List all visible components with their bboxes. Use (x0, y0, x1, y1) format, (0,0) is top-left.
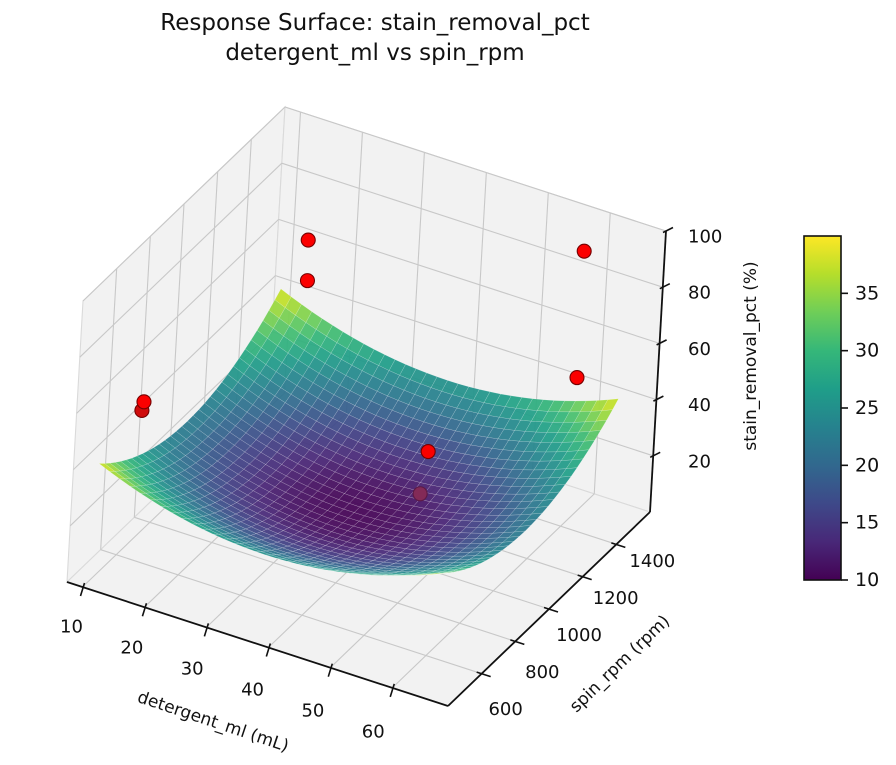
scatter-point (420, 443, 436, 460)
surface-quad (507, 530, 526, 538)
y-tick-mark (543, 606, 559, 613)
surface-quad (452, 567, 470, 572)
grid-line (284, 106, 667, 232)
surface-quad (442, 570, 459, 574)
y-tick-label: 1000 (556, 625, 602, 646)
scatter-point (136, 394, 152, 410)
y-tick-label: 1400 (629, 551, 675, 572)
surface-quad (447, 569, 464, 573)
z-tick-mark (659, 282, 671, 290)
x-tick-mark (389, 683, 396, 698)
surface-quad (530, 506, 549, 515)
z-tick-label: 60 (688, 339, 711, 360)
x-tick-mark (327, 663, 334, 677)
z-tick-mark (653, 395, 664, 402)
scatter-point (569, 370, 585, 386)
colorbar-tick-label: 25 (855, 397, 879, 419)
z-axis-label: stain_removal_pct (%) (741, 261, 761, 450)
grid-line (66, 581, 449, 707)
surface-quad (480, 553, 498, 559)
grid-line (73, 275, 276, 470)
surface-quad (525, 512, 543, 521)
scatter-point (300, 232, 316, 248)
plot-title: Response Surface: stain_removal_pct dete… (0, 8, 750, 68)
surface-quad (474, 557, 492, 562)
x-tick-label: 60 (362, 721, 385, 742)
colorbar-tick-label: 15 (855, 512, 879, 534)
scatter-points (134, 232, 592, 502)
x-tick-mark (265, 643, 272, 657)
z-tick-label: 80 (688, 283, 711, 304)
x-tick-label: 20 (120, 638, 143, 659)
y-tick-mark (476, 671, 491, 678)
z-tick-mark (662, 226, 674, 234)
z-tick-label: 100 (688, 227, 722, 248)
z-tick-mark (656, 339, 667, 346)
grid-line (134, 516, 516, 642)
x-axis-label: detergent_ml (mL) (135, 687, 291, 756)
surface-quad (490, 545, 509, 552)
plot-title-line1: Response Surface: stain_removal_pct (160, 10, 590, 36)
grid-line (100, 268, 118, 550)
surface-quad (458, 565, 475, 570)
colorbar-gradient (803, 235, 842, 581)
scatter-point (576, 243, 592, 259)
x-tick-mark (203, 623, 210, 637)
x-tick-label: 50 (301, 700, 324, 721)
surface-quad (463, 563, 481, 568)
x-tick-label: 40 (241, 679, 264, 700)
scatter-point (299, 273, 316, 289)
colorbar-tick-label: 30 (855, 340, 879, 362)
grid-line (76, 219, 279, 414)
z-tick-label: 20 (688, 451, 711, 472)
y-tick-mark (611, 542, 626, 549)
grid-line (593, 212, 611, 494)
colorbar: 10 15 20 25 30 35 (803, 235, 879, 591)
y-tick-label: 1200 (593, 588, 639, 609)
y-tick-label: 800 (525, 662, 559, 683)
y-tick-mark (577, 574, 592, 581)
scatter-point (412, 486, 428, 502)
z-tick-mark (649, 451, 661, 459)
colorbar-tick-label: 20 (855, 454, 879, 476)
surface-quad (513, 525, 532, 533)
grid-line (278, 218, 660, 344)
colorbar-tick-label: 35 (855, 282, 879, 304)
grid-line (82, 106, 286, 302)
x-tick-label: 10 (60, 617, 83, 638)
surface-quad (485, 549, 503, 556)
surface-quad (496, 540, 515, 548)
plot-title-line2: detergent_ml vs spin_rpm (225, 40, 525, 66)
surface-quad (469, 560, 486, 565)
colorbar-tick-label: 10 (855, 569, 879, 591)
grid-line (100, 549, 482, 675)
response-surface (98, 288, 619, 576)
grid-line (79, 162, 283, 358)
surface-quad (502, 535, 521, 543)
surface-quad (519, 519, 538, 527)
grid-line (275, 275, 657, 401)
grid-line (649, 230, 667, 513)
surface-quad (425, 573, 443, 575)
y-tick-mark (510, 639, 525, 646)
x-tick-label: 30 (181, 658, 204, 679)
x-tick-mark (79, 582, 86, 597)
z-tick-label: 40 (688, 395, 711, 416)
grid-line (281, 162, 663, 288)
y-tick-label: 600 (488, 699, 522, 720)
x-tick-mark (141, 602, 148, 617)
